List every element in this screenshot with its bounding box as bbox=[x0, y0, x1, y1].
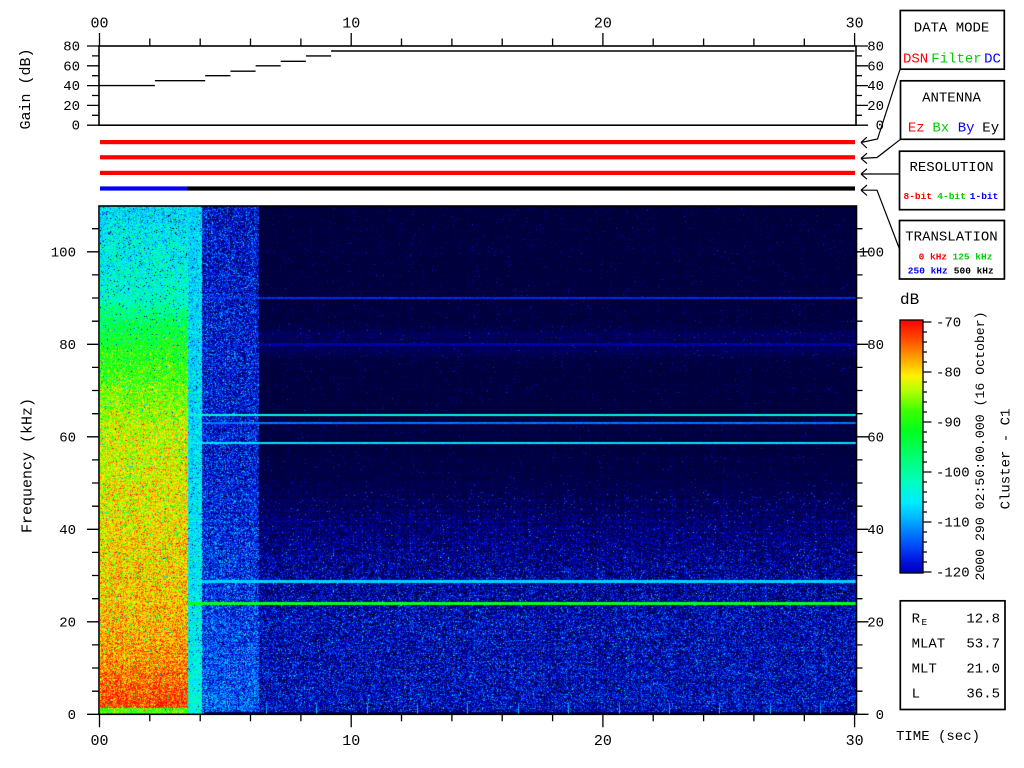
svg-text:Ez: Ez bbox=[908, 121, 925, 137]
svg-text:TIME (sec): TIME (sec) bbox=[896, 729, 980, 745]
svg-text:Ey: Ey bbox=[982, 121, 999, 137]
svg-text:00: 00 bbox=[90, 16, 108, 33]
svg-text:21.0: 21.0 bbox=[966, 662, 1000, 678]
svg-text:Bx: Bx bbox=[932, 121, 949, 137]
svg-text:20: 20 bbox=[594, 16, 612, 33]
svg-text:8-bit: 8-bit bbox=[904, 191, 933, 202]
svg-text:40: 40 bbox=[867, 79, 884, 95]
svg-text:-100: -100 bbox=[936, 466, 970, 482]
svg-text:20: 20 bbox=[594, 733, 612, 750]
svg-text:10: 10 bbox=[342, 733, 360, 750]
svg-text:R: R bbox=[912, 612, 921, 628]
svg-text:-80: -80 bbox=[936, 366, 961, 382]
svg-text:0 kHz: 0 kHz bbox=[919, 251, 948, 262]
svg-text:DC: DC bbox=[984, 52, 1001, 68]
svg-text:0: 0 bbox=[68, 708, 76, 724]
svg-text:80: 80 bbox=[867, 338, 884, 354]
svg-text:-120: -120 bbox=[936, 566, 970, 582]
svg-text:40: 40 bbox=[867, 523, 884, 539]
svg-text:60: 60 bbox=[867, 430, 884, 446]
svg-text:12.8: 12.8 bbox=[966, 612, 1000, 628]
svg-text:RESOLUTION: RESOLUTION bbox=[909, 160, 993, 176]
svg-text:30: 30 bbox=[846, 16, 864, 33]
svg-text:20: 20 bbox=[867, 99, 884, 115]
svg-text:2000 290 02:50:00.000 (16 Octo: 2000 290 02:50:00.000 (16 October) bbox=[973, 311, 988, 580]
svg-text:36.5: 36.5 bbox=[966, 687, 1000, 703]
svg-text:30: 30 bbox=[846, 733, 864, 750]
svg-text:-90: -90 bbox=[936, 416, 961, 432]
svg-text:4-bit: 4-bit bbox=[937, 191, 966, 202]
svg-text:20: 20 bbox=[59, 615, 76, 631]
svg-text:0: 0 bbox=[876, 119, 884, 135]
svg-text:Cluster - C1: Cluster - C1 bbox=[999, 409, 1015, 510]
svg-text:40: 40 bbox=[63, 79, 80, 95]
svg-text:0: 0 bbox=[876, 708, 884, 724]
svg-text:60: 60 bbox=[63, 59, 80, 75]
svg-text:1-bit: 1-bit bbox=[970, 191, 999, 202]
svg-text:53.7: 53.7 bbox=[966, 637, 1000, 653]
svg-text:125 kHz: 125 kHz bbox=[953, 251, 993, 262]
svg-text:80: 80 bbox=[59, 338, 76, 354]
svg-text:80: 80 bbox=[867, 40, 884, 56]
svg-text:DSN: DSN bbox=[903, 52, 928, 68]
svg-text:20: 20 bbox=[63, 99, 80, 115]
svg-text:80: 80 bbox=[63, 40, 80, 56]
svg-text:10: 10 bbox=[342, 16, 360, 33]
svg-text:MLT: MLT bbox=[912, 662, 937, 678]
svg-text:-70: -70 bbox=[936, 316, 961, 332]
svg-text:500 kHz: 500 kHz bbox=[954, 266, 994, 277]
svg-text:By: By bbox=[958, 121, 975, 137]
svg-text:ANTENNA: ANTENNA bbox=[922, 91, 981, 107]
svg-text:Frequency (kHz): Frequency (kHz) bbox=[20, 398, 37, 533]
svg-text:E: E bbox=[922, 617, 928, 628]
svg-text:250 kHz: 250 kHz bbox=[908, 266, 948, 277]
svg-text:00: 00 bbox=[90, 733, 108, 750]
svg-text:Gain (dB): Gain (dB) bbox=[18, 48, 35, 129]
svg-text:100: 100 bbox=[51, 245, 76, 261]
svg-text:40: 40 bbox=[59, 523, 76, 539]
svg-text:MLAT: MLAT bbox=[912, 637, 946, 653]
svg-text:60: 60 bbox=[867, 59, 884, 75]
svg-text:-110: -110 bbox=[936, 516, 970, 532]
svg-text:TRANSLATION: TRANSLATION bbox=[905, 230, 997, 246]
svg-text:0: 0 bbox=[72, 119, 80, 135]
svg-text:20: 20 bbox=[867, 615, 884, 631]
svg-text:L: L bbox=[912, 687, 920, 703]
svg-text:dB: dB bbox=[900, 291, 919, 309]
svg-text:100: 100 bbox=[859, 245, 884, 261]
svg-text:60: 60 bbox=[59, 430, 76, 446]
svg-text:Filter: Filter bbox=[931, 52, 981, 68]
svg-text:DATA MODE: DATA MODE bbox=[914, 21, 990, 37]
